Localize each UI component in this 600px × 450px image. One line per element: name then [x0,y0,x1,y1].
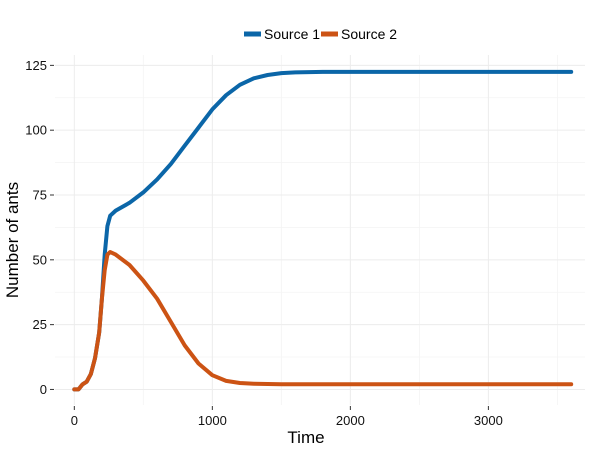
x-tick-label: 1000 [198,413,227,428]
y-tick-label: 50 [33,252,47,267]
x-axis-title: Time [287,428,324,447]
legend-label-source-1: Source 1 [264,26,320,42]
y-tick-label: 75 [33,188,47,203]
grid [55,55,585,405]
series-line-source-1 [72,69,574,392]
legend: Source 1 Source 2 [244,26,397,42]
x-tick-label: 3000 [474,413,503,428]
x-tick-label: 0 [71,413,78,428]
series-lines [72,69,574,392]
x-tick-label: 2000 [336,413,365,428]
series-line-source-2 [72,250,574,392]
axis-ticks: 0 25 50 75 100 125 0 1000 2000 3000 [25,58,503,428]
y-axis-title: Number of ants [3,182,22,298]
y-tick-label: 25 [33,317,47,332]
y-tick-label: 125 [25,58,47,73]
legend-label-source-2: Source 2 [341,26,397,42]
y-tick-label: 100 [25,123,47,138]
y-tick-label: 0 [40,382,47,397]
